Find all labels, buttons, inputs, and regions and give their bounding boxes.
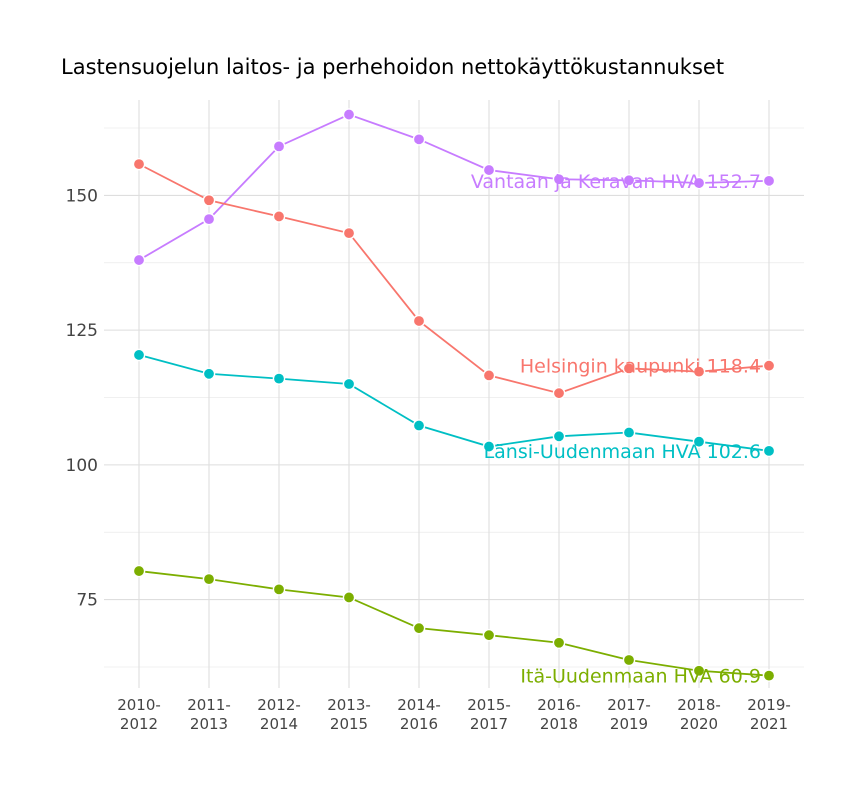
- y-tick-label: 150: [66, 186, 98, 206]
- data-point: [482, 163, 496, 177]
- data-point: [622, 653, 636, 667]
- data-point: [692, 365, 706, 378]
- x-tick-label: 2015-2017: [467, 696, 511, 733]
- data-point: [622, 426, 636, 439]
- data-point: [272, 210, 286, 223]
- chart-title: Lastensuojelun laitos- ja perhehoidon ne…: [61, 55, 725, 79]
- data-point: [342, 108, 356, 121]
- end-labels: Vantaan ja Keravan HVA 152.7 Helsingin ka…: [471, 171, 761, 688]
- data-point: [692, 176, 706, 190]
- y-tick-label: 75: [76, 591, 98, 611]
- series-line: [138, 163, 770, 395]
- series-end-label: Itä-Uudenmaan HVA 60.9: [520, 666, 761, 688]
- data-point: [132, 348, 146, 362]
- data-point: [552, 430, 566, 443]
- data-point: [692, 435, 706, 448]
- x-tick-label: 2017-2019: [607, 696, 651, 733]
- data-point: [272, 372, 286, 385]
- data-point: [342, 377, 356, 391]
- data-point: [412, 133, 426, 146]
- data-point: [202, 572, 216, 586]
- data-point: [412, 419, 426, 432]
- series-end-label: Länsi-Uudenmaan HVA 102.6: [484, 441, 761, 463]
- data-point: [412, 314, 426, 328]
- data-point: [412, 621, 426, 635]
- x-tick-label: 2011-2013: [187, 696, 231, 733]
- data-point: [482, 440, 496, 453]
- data-point: [692, 664, 706, 678]
- data-point: [132, 253, 146, 267]
- x-tick-label: 2019-2021: [747, 696, 791, 733]
- data-point: [552, 172, 566, 186]
- y-axis-ticks: 75 100 125 150: [66, 186, 98, 610]
- data-point: [132, 157, 146, 171]
- series-group: [132, 108, 776, 682]
- x-tick-label: 2014-2016: [397, 696, 441, 733]
- x-axis-ticks: 2010-2012 2011-2013 2012-2014 2013-2015 2014…: [117, 696, 791, 733]
- data-point: [342, 226, 356, 240]
- series-line: [138, 570, 770, 677]
- data-point: [342, 591, 356, 604]
- x-tick-label: 2012-2014: [257, 696, 301, 733]
- y-tick-label: 100: [66, 456, 98, 476]
- data-point: [202, 212, 216, 226]
- data-point: [552, 386, 566, 400]
- data-point: [272, 583, 286, 596]
- grid-lines: [104, 100, 804, 688]
- x-tick-label: 2010-2012: [117, 696, 161, 733]
- x-tick-label: 2013-2015: [327, 696, 371, 733]
- data-point: [622, 362, 636, 375]
- data-point: [552, 636, 566, 650]
- data-point: [202, 193, 216, 207]
- data-point: [762, 174, 776, 188]
- data-point: [762, 669, 776, 682]
- data-point: [482, 628, 496, 642]
- data-point: [272, 140, 286, 153]
- data-point: [762, 444, 776, 458]
- series-line: [138, 354, 770, 452]
- data-point: [482, 369, 496, 382]
- series-line: [138, 113, 770, 261]
- series-end-label: Vantaan ja Keravan HVA 152.7: [471, 171, 761, 193]
- data-point: [762, 359, 776, 373]
- data-point: [202, 367, 216, 381]
- data-point: [622, 174, 636, 187]
- data-point: [132, 564, 146, 578]
- x-tick-label: 2016-2018: [537, 696, 581, 733]
- x-tick-label: 2018-2020: [677, 696, 721, 733]
- series-end-label: Helsingin kaupunki 118.4: [520, 356, 761, 378]
- y-tick-label: 125: [66, 321, 98, 341]
